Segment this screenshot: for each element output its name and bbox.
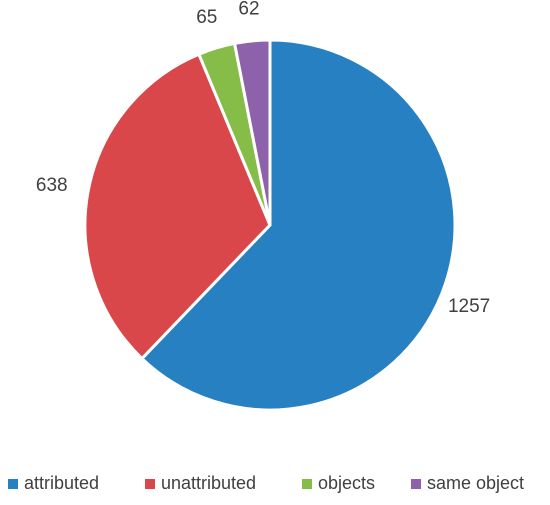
legend-item-objects: objects xyxy=(302,473,375,493)
data-label-objects: 65 xyxy=(196,7,217,28)
legend-swatch xyxy=(8,479,18,489)
legend-swatch xyxy=(411,479,421,489)
legend: attributed unattributed objects same object xyxy=(8,473,524,493)
data-label-same-object: 62 xyxy=(238,0,259,20)
legend-label: same object xyxy=(427,473,524,493)
pie-slice-same-object xyxy=(232,38,272,226)
pie-slices xyxy=(83,38,457,412)
legend-swatch xyxy=(145,479,155,489)
legend-item-unattributed: unattributed xyxy=(145,473,256,493)
legend-item-same-object: same object xyxy=(411,473,524,493)
pie-slice-unattributed xyxy=(83,52,272,361)
legend-label: attributed xyxy=(24,473,99,493)
legend-item-attributed: attributed xyxy=(8,473,99,493)
legend-swatch xyxy=(302,479,312,489)
legend-label: objects xyxy=(318,473,375,493)
legend-label: unattributed xyxy=(161,473,256,493)
data-label-unattributed: 638 xyxy=(36,175,68,196)
data-labels: 1257 638 65 62 xyxy=(36,0,490,317)
pie-slice-attributed xyxy=(139,38,457,412)
data-label-attributed: 1257 xyxy=(448,296,490,317)
